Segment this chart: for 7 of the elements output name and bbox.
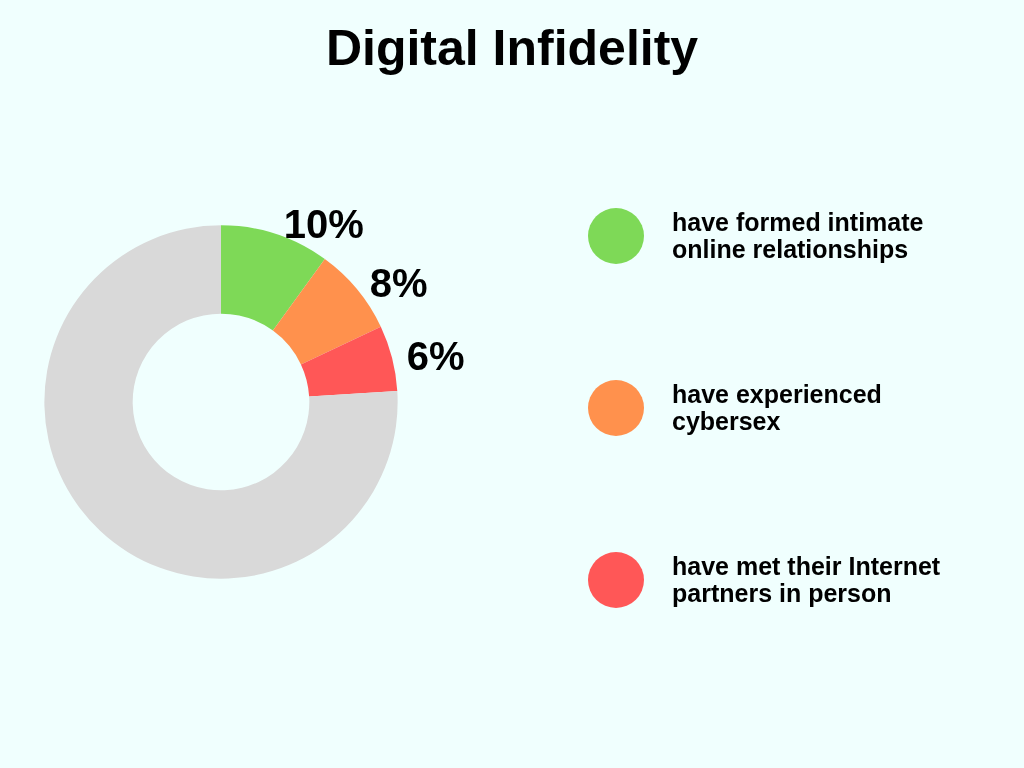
legend-label: have met their Internet partners in person — [672, 552, 942, 607]
legend-label: have formed intimate online relationships — [672, 208, 925, 263]
chart-title: Digital Infidelity — [325, 20, 699, 76]
legend-label: have experienced cybersex — [672, 380, 883, 435]
data-label: 10% — [283, 202, 364, 247]
data-label: 6% — [406, 333, 465, 378]
data-label: 8% — [369, 261, 428, 306]
